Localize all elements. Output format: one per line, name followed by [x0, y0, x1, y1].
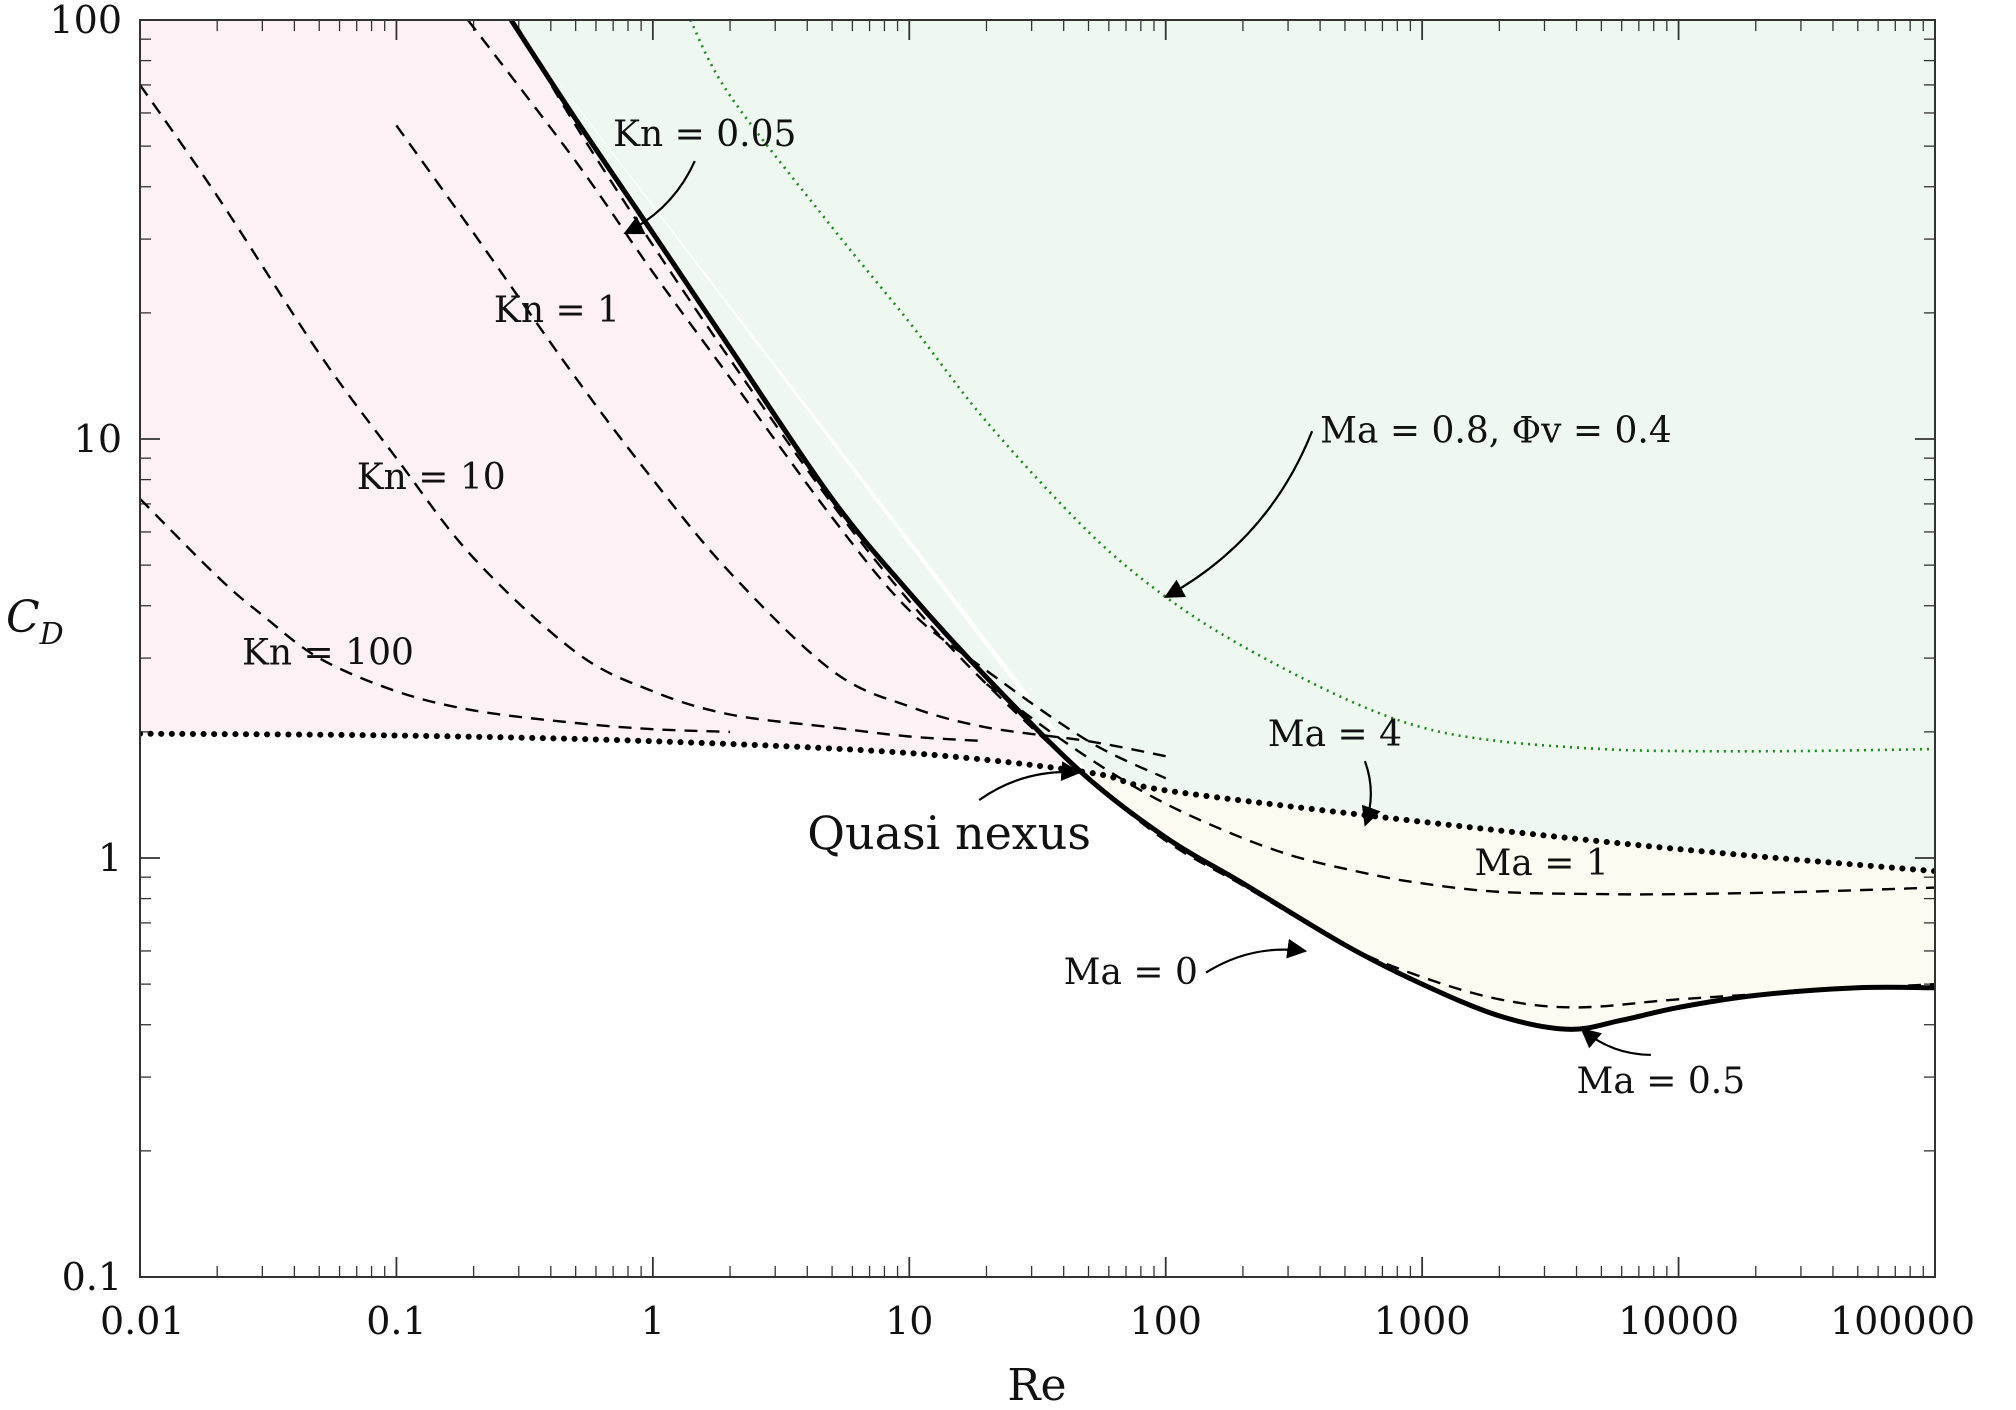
x-tick-label: 100: [1129, 1299, 1202, 1343]
shaded-regions: [140, 20, 1935, 1030]
y-axis-title-main: C: [6, 592, 40, 643]
region-compressible: [511, 20, 1935, 872]
series-kn-100: [140, 497, 731, 734]
x-tick-label: 100000: [1830, 1299, 1975, 1343]
y-tick-labels: 0.1 1 10 100: [49, 0, 122, 1299]
x-tick-label: 10: [885, 1299, 933, 1343]
annotation-ma-0: Ma = 0: [1064, 952, 1198, 993]
x-tick-labels: 0.01 0.1 1 10 100 1000 10000 100000: [100, 1299, 1975, 1343]
x-tick-label: 0.01: [100, 1299, 185, 1343]
x-tick-label: 0.1: [366, 1299, 426, 1343]
y-tick-label: 10: [74, 417, 122, 461]
series-lines: [140, 20, 1935, 1032]
annotation-ma-0-5-arrow: [1580, 1028, 1651, 1056]
annotations: Kn = 0.05 Kn = 1 Kn = 10 Kn = 100 Ma = 0.8, …: [242, 114, 1745, 1102]
y-tick-label: 0.1: [62, 1255, 122, 1299]
series-ma-0-8-v-0-4: [689, 20, 1935, 753]
x-tick-label: 10000: [1618, 1299, 1739, 1343]
annotation-ma-0-5: Ma = 0.5: [1577, 1061, 1746, 1102]
annotation-kn-0-05: Kn = 0.05: [613, 114, 796, 155]
series-ma-0: [509, 20, 1935, 1032]
x-tick-label: 1: [641, 1299, 665, 1343]
major-ticks: [139, 19, 1936, 1278]
annotation-quasi-nexus-arrow: [978, 761, 1082, 801]
annotation-ma-0-arrow: [1205, 938, 1308, 974]
y-axis-title-sub: D: [39, 617, 64, 652]
annotation-ma-1: Ma = 1: [1474, 843, 1608, 884]
annotation-kn-10: Kn = 10: [357, 457, 506, 498]
x-tick-label: 1000: [1374, 1299, 1471, 1343]
annotation-kn-1: Kn = 1: [494, 290, 620, 331]
plot-frame: [139, 19, 1936, 1278]
annotation-ma-0-8-v-0-4-arrow: [1163, 430, 1314, 598]
annotation-kn-0-05-arrow: [623, 160, 696, 235]
series-kn-10: [140, 84, 987, 743]
x-axis-title: Re: [1007, 1360, 1066, 1410]
annotation-quasi-nexus: Quasi nexus: [807, 806, 1091, 860]
annotation-ma-4-arrow: [1361, 760, 1381, 827]
annotation-kn-100: Kn = 100: [242, 632, 414, 673]
y-tick-label: 1: [98, 836, 122, 880]
series-kn-0-05: [466, 20, 1167, 780]
region-rarefied: [140, 20, 1082, 773]
minor-ticks: [140, 20, 1935, 1277]
region-transonic: [1081, 772, 1935, 1030]
y-axis-title: CD: [6, 592, 64, 652]
y-tick-label: 100: [49, 0, 122, 42]
annotation-ma-0-8-v-0-4: Ma = 0.8, Φv = 0.4: [1320, 411, 1672, 452]
annotation-ma-4: Ma = 4: [1268, 714, 1402, 755]
